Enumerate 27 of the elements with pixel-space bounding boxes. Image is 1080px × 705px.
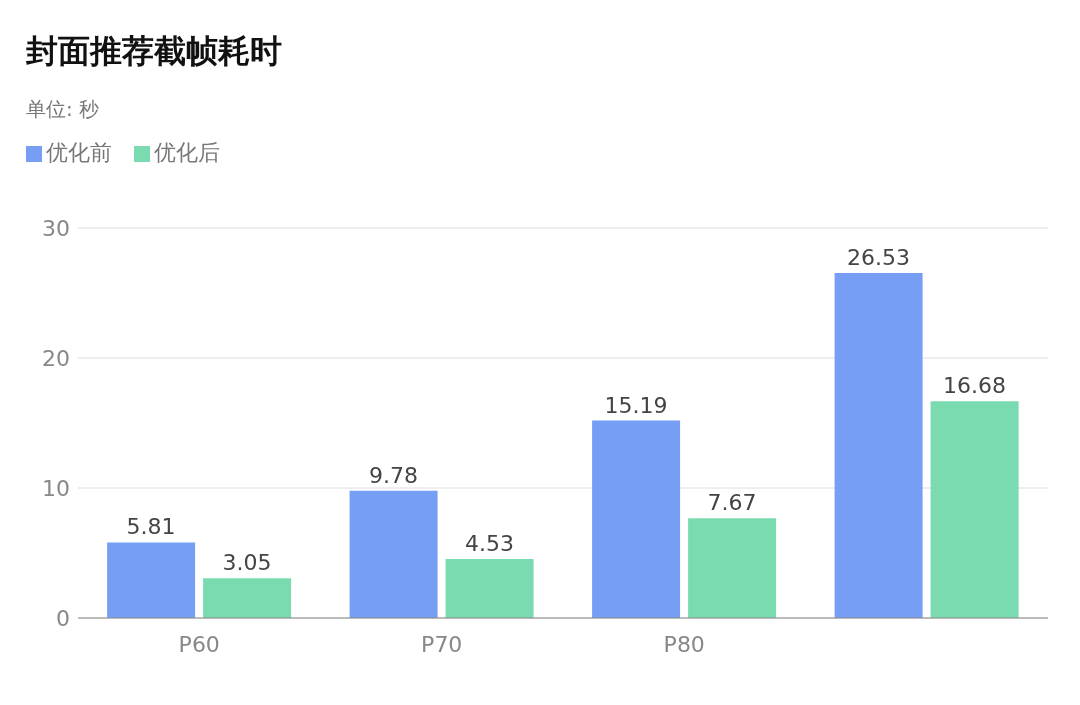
- bar: [592, 420, 681, 618]
- bar: [203, 578, 292, 618]
- y-tick-label: 10: [42, 475, 70, 501]
- y-tick-label: 30: [42, 215, 70, 241]
- bar: [688, 518, 777, 618]
- data-label: 4.53: [465, 531, 515, 557]
- data-label: 3.05: [222, 550, 272, 576]
- data-label: 26.53: [847, 245, 911, 271]
- chart-subtitle: 单位: 秒: [26, 96, 100, 123]
- y-tick-label: 20: [42, 345, 70, 371]
- legend-label: 优化前: [46, 140, 112, 165]
- x-tick-label: P60: [178, 631, 220, 657]
- bar: [349, 490, 438, 618]
- bar: [834, 273, 923, 618]
- data-label: 9.78: [369, 462, 419, 488]
- bar: [107, 542, 196, 618]
- legend-label: 优化后: [154, 140, 220, 165]
- chart-title: 封面推荐截帧耗时: [26, 31, 282, 72]
- data-label: 5.81: [126, 514, 176, 540]
- bar: [445, 559, 534, 618]
- bar: [930, 401, 1019, 618]
- data-label: 7.67: [707, 490, 757, 516]
- data-label: 16.68: [943, 373, 1007, 399]
- x-tick-label: P70: [421, 631, 463, 657]
- x-tick-label: P80: [663, 631, 705, 657]
- data-label: 15.19: [604, 392, 668, 418]
- y-tick-label: 0: [56, 605, 70, 631]
